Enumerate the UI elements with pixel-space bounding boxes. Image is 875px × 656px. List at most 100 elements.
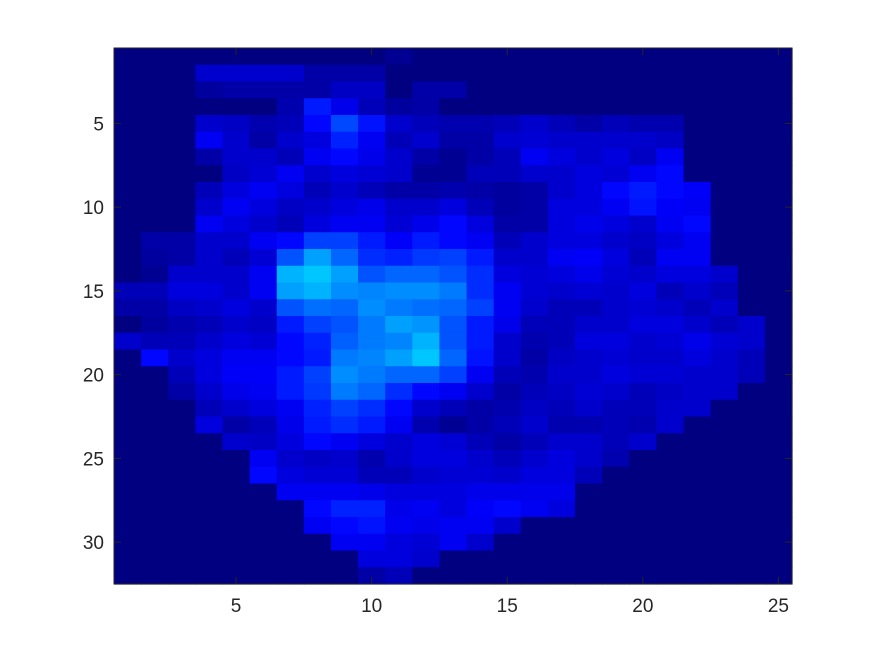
heatmap-cell (195, 215, 224, 233)
heatmap-cell (276, 282, 305, 300)
heatmap-cell (683, 215, 712, 233)
heatmap-cell (493, 64, 522, 83)
heatmap-cell (547, 383, 576, 401)
heatmap-cell (493, 399, 522, 418)
heatmap-cell (412, 165, 441, 183)
heatmap-cell (547, 567, 576, 585)
heatmap-cell (656, 466, 685, 485)
heatmap-cell (466, 165, 495, 183)
heatmap-cell (656, 198, 685, 217)
heatmap-cell (710, 450, 739, 468)
heatmap-cell (466, 198, 495, 217)
heatmap-cell (249, 567, 278, 585)
heatmap-cell (195, 517, 224, 535)
heatmap-cell (141, 249, 169, 267)
heatmap-cell (303, 433, 332, 451)
heatmap-cell (358, 265, 386, 284)
heatmap-cell (629, 198, 657, 217)
heatmap-cell (466, 148, 495, 166)
heatmap-cell (493, 282, 522, 300)
heatmap-cell (466, 550, 495, 568)
heatmap-cell (520, 249, 549, 267)
heatmap-cell (520, 366, 549, 384)
heatmap-cell (141, 299, 169, 317)
heatmap-cell (602, 131, 630, 150)
heatmap-cell (683, 249, 712, 267)
heatmap-cell (303, 316, 332, 334)
heatmap-cell (629, 98, 657, 116)
heatmap-cell (114, 567, 142, 585)
heatmap-cell (358, 48, 386, 66)
heatmap-cell (602, 282, 630, 300)
heatmap-cell (114, 299, 142, 317)
heatmap-cell (439, 98, 468, 116)
heatmap-cell (358, 215, 386, 233)
heatmap-cell (249, 182, 278, 200)
heatmap-cell (710, 550, 739, 568)
heatmap-cell (358, 466, 386, 485)
heatmap-cell (141, 399, 169, 418)
heatmap-cell (493, 249, 522, 267)
heatmap-cell (222, 416, 251, 434)
heatmap-cell (737, 567, 766, 585)
heatmap-cell (412, 349, 441, 367)
heatmap-cell (547, 533, 576, 552)
heatmap-cell (276, 115, 305, 133)
heatmap-cell (222, 282, 251, 300)
heatmap-cell (249, 433, 278, 451)
heatmap-cell (222, 550, 251, 568)
heatmap-cell (222, 98, 251, 116)
heatmap-cell (737, 98, 766, 116)
heatmap-cell (249, 500, 278, 518)
heatmap-cell (330, 466, 359, 485)
heatmap-cell (249, 148, 278, 166)
heatmap-cell (439, 567, 468, 585)
heatmap-cell (276, 148, 305, 166)
heatmap-cell (683, 399, 712, 418)
heatmap-cell (303, 165, 332, 183)
heatmap-cell (520, 349, 549, 367)
heatmap-cell (222, 265, 251, 284)
heatmap-cell (358, 416, 386, 434)
heatmap-cell (249, 517, 278, 535)
heatmap-cell (493, 383, 522, 401)
heatmap-cell (276, 399, 305, 418)
heatmap-cell (195, 98, 224, 116)
heatmap-cell (683, 165, 712, 183)
heatmap-cell (629, 533, 657, 552)
heatmap-cell (168, 265, 196, 284)
heatmap-cell (602, 232, 630, 250)
heatmap-cell (764, 399, 793, 418)
heatmap-cell (737, 182, 766, 200)
heatmap-cell (439, 182, 468, 200)
heatmap-cell (575, 433, 603, 451)
heatmap-cell (602, 215, 630, 233)
heatmap-cell (249, 131, 278, 150)
heatmap-cell (602, 81, 630, 99)
heatmap-cell (195, 433, 224, 451)
heatmap-cell (330, 249, 359, 267)
heatmap-cell (358, 349, 386, 367)
heatmap-cell (683, 131, 712, 150)
heatmap-cell (222, 517, 251, 535)
heatmap-cell (575, 282, 603, 300)
heatmap-cell (114, 165, 142, 183)
heatmap-cell (575, 332, 603, 351)
heatmap-cell (412, 232, 441, 250)
y-tick-label: 10 (83, 198, 104, 219)
heatmap-cell (439, 483, 468, 501)
heatmap-cell (222, 433, 251, 451)
heatmap-cell (547, 416, 576, 434)
heatmap-cell (412, 383, 441, 401)
heatmap-cell (656, 249, 685, 267)
heatmap-cell (629, 399, 657, 418)
heatmap-cell (466, 265, 495, 284)
heatmap-cell (330, 550, 359, 568)
heatmap-cell (520, 517, 549, 535)
heatmap-cell (168, 232, 196, 250)
heatmap-cell (737, 249, 766, 267)
heatmap-cell (114, 433, 142, 451)
heatmap-cell (276, 215, 305, 233)
heatmap-cell (602, 182, 630, 200)
heatmap-cell (168, 249, 196, 267)
